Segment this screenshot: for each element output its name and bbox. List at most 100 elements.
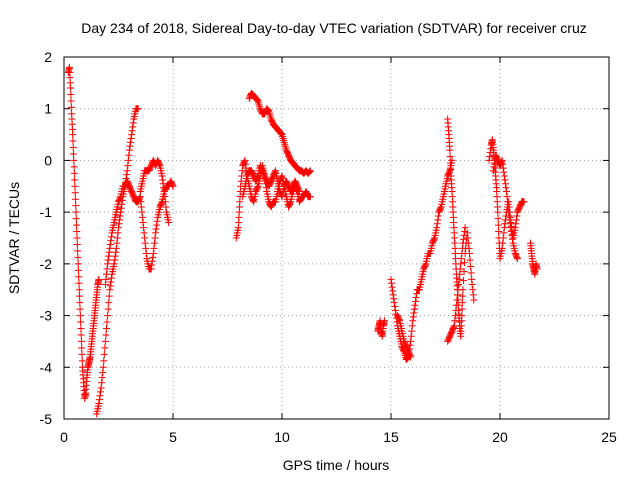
data-point <box>74 253 82 261</box>
data-point <box>126 142 134 150</box>
data-point <box>461 259 469 267</box>
data-point <box>499 160 507 168</box>
data-point <box>106 282 114 290</box>
data-point <box>501 176 509 184</box>
data-point <box>97 384 105 392</box>
data-point <box>97 388 105 396</box>
data-point <box>489 167 497 175</box>
data-point <box>408 322 416 330</box>
data-point <box>467 262 475 270</box>
data-point <box>513 212 521 220</box>
data-point <box>434 216 442 224</box>
data-point <box>153 217 161 225</box>
data-point <box>152 229 160 237</box>
data-point <box>446 159 454 167</box>
data-point <box>253 184 261 192</box>
y-tick-label: 1 <box>44 101 52 117</box>
data-point <box>107 233 115 241</box>
data-point <box>407 337 415 345</box>
data-point <box>101 337 109 345</box>
data-point <box>506 220 514 228</box>
data-point <box>70 169 78 177</box>
data-point <box>437 204 445 212</box>
x-tick-label: 10 <box>274 429 290 445</box>
data-point <box>103 265 111 273</box>
data-point <box>169 182 177 190</box>
data-point <box>500 168 508 176</box>
data-point <box>253 96 261 104</box>
data-point <box>102 331 110 339</box>
data-point <box>123 167 131 175</box>
data-point <box>77 331 85 339</box>
data-point <box>433 220 441 228</box>
data-point <box>77 325 85 332</box>
x-axis-label: GPS time / hours <box>283 457 390 473</box>
data-point <box>105 252 113 260</box>
data-point <box>99 363 107 371</box>
data-point <box>75 286 83 294</box>
data-point <box>75 273 83 281</box>
data-point <box>306 167 314 175</box>
data-point <box>152 225 160 233</box>
data-point <box>469 291 477 299</box>
data-point <box>113 239 121 247</box>
data-point <box>142 244 150 252</box>
data-point <box>117 204 125 212</box>
data-point <box>72 202 80 210</box>
data-point <box>494 221 502 229</box>
data-point <box>70 156 78 164</box>
data-point <box>468 275 476 283</box>
data-point <box>500 224 508 232</box>
data-point <box>388 283 396 291</box>
data-point <box>446 146 454 154</box>
data-point <box>453 296 461 304</box>
data-point <box>277 173 285 181</box>
data-point <box>412 297 420 305</box>
data-point <box>101 344 109 352</box>
data-point <box>451 312 459 320</box>
data-point <box>461 224 469 232</box>
data-point <box>103 318 111 326</box>
data-point <box>107 237 115 245</box>
y-tick-label: -1 <box>40 204 53 220</box>
series-pass-14 <box>489 151 521 263</box>
series-pass-12 <box>444 224 469 345</box>
series-pass-15 <box>527 239 541 278</box>
data-point <box>306 167 314 175</box>
data-point <box>388 279 396 287</box>
data-point <box>499 164 507 172</box>
data-point <box>136 194 144 202</box>
data-point <box>112 244 120 252</box>
data-point <box>113 234 121 242</box>
data-point <box>67 103 75 111</box>
data-point <box>138 208 146 216</box>
data-point <box>95 275 103 283</box>
data-point <box>453 291 461 299</box>
data-point <box>458 244 466 252</box>
data-point <box>503 187 511 195</box>
data-point <box>306 193 314 201</box>
data-point <box>433 224 441 232</box>
data-point <box>134 105 142 113</box>
data-point <box>128 127 136 135</box>
data-point <box>151 234 159 242</box>
data-point <box>95 399 103 407</box>
data-point <box>70 150 78 158</box>
data-point <box>76 292 84 300</box>
data-point <box>305 168 313 176</box>
data-point <box>409 313 417 321</box>
data-point <box>107 278 115 286</box>
data-point <box>76 305 84 313</box>
data-point <box>507 224 515 232</box>
x-tick-label: 5 <box>169 429 177 445</box>
data-point <box>123 171 131 179</box>
data-point <box>138 213 146 221</box>
data-point <box>447 165 455 173</box>
data-point <box>469 286 477 294</box>
data-point <box>105 292 113 300</box>
data-point <box>457 255 465 263</box>
data-point <box>238 167 246 175</box>
data-point <box>468 281 476 289</box>
data-point <box>158 199 166 207</box>
